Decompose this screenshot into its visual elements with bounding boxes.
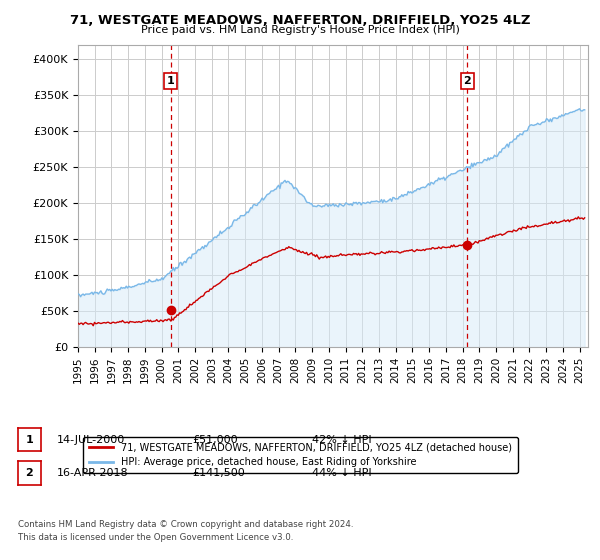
- Text: 44% ↓ HPI: 44% ↓ HPI: [312, 468, 371, 478]
- Text: 1: 1: [167, 76, 175, 86]
- Text: 14-JUL-2000: 14-JUL-2000: [57, 435, 125, 445]
- Text: 42% ↓ HPI: 42% ↓ HPI: [312, 435, 371, 445]
- Text: 1: 1: [26, 435, 33, 445]
- Text: Price paid vs. HM Land Registry's House Price Index (HPI): Price paid vs. HM Land Registry's House …: [140, 25, 460, 35]
- Text: 71, WESTGATE MEADOWS, NAFFERTON, DRIFFIELD, YO25 4LZ: 71, WESTGATE MEADOWS, NAFFERTON, DRIFFIE…: [70, 14, 530, 27]
- Text: 2: 2: [26, 468, 33, 478]
- Text: 2: 2: [464, 76, 472, 86]
- Text: £141,500: £141,500: [192, 468, 245, 478]
- Text: This data is licensed under the Open Government Licence v3.0.: This data is licensed under the Open Gov…: [18, 533, 293, 542]
- Text: £51,000: £51,000: [192, 435, 238, 445]
- Legend: 71, WESTGATE MEADOWS, NAFFERTON, DRIFFIELD, YO25 4LZ (detached house), HPI: Aver: 71, WESTGATE MEADOWS, NAFFERTON, DRIFFIE…: [83, 437, 518, 473]
- Text: Contains HM Land Registry data © Crown copyright and database right 2024.: Contains HM Land Registry data © Crown c…: [18, 520, 353, 529]
- Text: 16-APR-2018: 16-APR-2018: [57, 468, 128, 478]
